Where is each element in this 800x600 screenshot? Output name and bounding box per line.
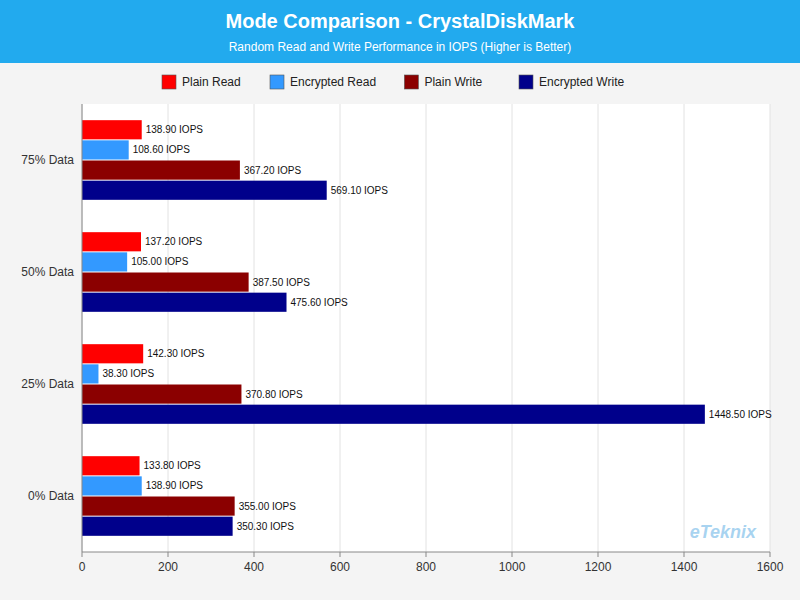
grid [82, 104, 770, 552]
legend-label: Encrypted Read [290, 75, 376, 89]
category-label: 0% Data [28, 489, 74, 503]
bar [82, 405, 705, 424]
grid-line [340, 104, 341, 552]
chart-container: Mode Comparison - CrystalDiskMark Random … [0, 0, 800, 600]
legend: Plain Read Encrypted Read Plain Write Encry… [162, 75, 624, 89]
bar [82, 140, 129, 159]
bar [82, 517, 233, 536]
tick-mark [770, 552, 771, 557]
category-label: 25% Data [21, 377, 74, 391]
y-axis-line [82, 104, 83, 552]
data-label: 475.60 IOPS [291, 297, 349, 308]
tick-mark [598, 552, 599, 557]
data-label: 350.30 IOPS [237, 521, 295, 532]
bar [82, 181, 327, 200]
legend-label: Plain Write [424, 75, 482, 89]
bar [82, 232, 141, 251]
tick-label: 200 [158, 560, 178, 574]
category-label: 75% Data [21, 153, 74, 167]
bar [82, 293, 287, 312]
data-label: 569.10 IOPS [331, 185, 389, 196]
legend-swatch [404, 75, 418, 89]
legend-swatch [162, 75, 176, 89]
tick-mark [340, 552, 341, 557]
data-label: 370.80 IOPS [245, 389, 303, 400]
tick-label: 400 [244, 560, 264, 574]
data-label: 1448.50 IOPS [709, 409, 772, 420]
bar [82, 161, 240, 180]
data-label: 387.50 IOPS [253, 277, 311, 288]
tick-mark [512, 552, 513, 557]
subtitle: Random Read and Write Performance in IOP… [229, 40, 572, 54]
data-label: 138.90 IOPS [146, 480, 204, 491]
legend-label: Plain Read [182, 75, 241, 89]
bar [82, 344, 143, 363]
category-label: 50% Data [21, 265, 74, 279]
chart-svg: Mode Comparison - CrystalDiskMark Random … [0, 0, 800, 600]
data-label: 133.80 IOPS [144, 460, 202, 471]
bar [82, 456, 140, 475]
tick-label: 800 [416, 560, 436, 574]
data-label: 108.60 IOPS [133, 144, 191, 155]
bar [82, 364, 98, 383]
tick-mark [254, 552, 255, 557]
tick-mark [684, 552, 685, 557]
tick-label: 0 [79, 560, 86, 574]
data-label: 38.30 IOPS [102, 368, 154, 379]
data-label: 138.90 IOPS [146, 124, 204, 135]
grid-line [598, 104, 599, 552]
header-band [0, 0, 800, 63]
x-axis-line [82, 552, 770, 553]
bar [82, 273, 249, 292]
legend-swatch [270, 75, 284, 89]
watermark: eTeknix [690, 522, 757, 542]
data-label: 367.20 IOPS [244, 165, 302, 176]
plot-area [82, 104, 770, 552]
legend-label: Encrypted Write [539, 75, 624, 89]
data-label: 137.20 IOPS [145, 236, 203, 247]
grid-line [82, 104, 83, 552]
bar [82, 252, 127, 271]
grid-line [684, 104, 685, 552]
x-axis: 0 200 400 600 800 1000 1200 1400 1600 [79, 552, 784, 574]
tick-label: 1200 [585, 560, 612, 574]
data-labels: 138.90 IOPS 108.60 IOPS 367.20 IOPS 569.10 … [102, 124, 772, 531]
tick-label: 600 [330, 560, 350, 574]
tick-label: 1600 [757, 560, 784, 574]
bar [82, 120, 142, 139]
bar [82, 476, 142, 495]
bar [82, 497, 235, 516]
tick-label: 1000 [499, 560, 526, 574]
background [0, 0, 800, 600]
data-label: 355.00 IOPS [239, 501, 297, 512]
data-label: 105.00 IOPS [131, 256, 189, 267]
legend-swatch [519, 75, 533, 89]
tick-mark [82, 552, 83, 557]
tick-label: 1400 [671, 560, 698, 574]
bars [82, 120, 705, 536]
y-axis: 75% Data 50% Data 25% Data 0% Data [21, 153, 74, 503]
grid-line [512, 104, 513, 552]
grid-line [770, 104, 771, 552]
tick-mark [426, 552, 427, 557]
tick-mark [168, 552, 169, 557]
data-label: 142.30 IOPS [147, 348, 205, 359]
bar [82, 385, 241, 404]
title: Mode Comparison - CrystalDiskMark [226, 10, 576, 32]
grid-line [426, 104, 427, 552]
